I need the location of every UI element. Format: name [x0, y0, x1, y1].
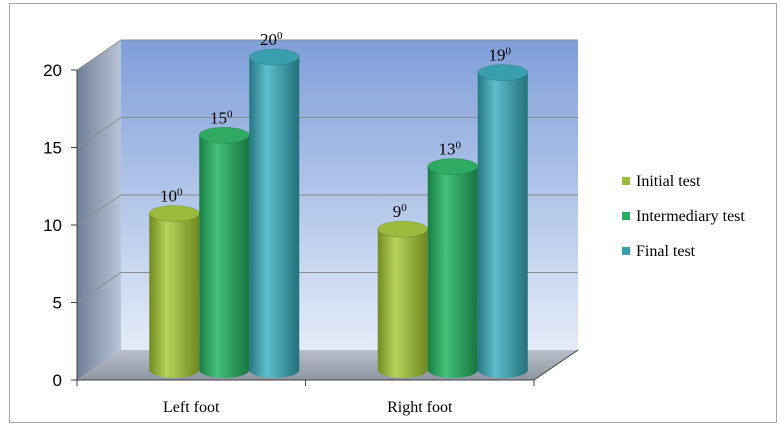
x-axis: Left foot Right foot	[76, 349, 579, 416]
y-tick-label: 15	[43, 139, 62, 158]
gridline	[76, 194, 122, 226]
y-tick-label: 0	[53, 371, 62, 390]
bar	[477, 64, 529, 379]
legend-item: Final test	[622, 243, 696, 260]
gridline	[76, 39, 122, 71]
y-tick-label: 10	[43, 216, 62, 235]
bar-body	[427, 166, 478, 378]
legend-swatch	[622, 247, 630, 255]
data-label: 200	[260, 30, 283, 49]
legend-swatch	[622, 212, 630, 220]
floor-edge	[533, 349, 579, 381]
data-label: 130	[439, 140, 462, 159]
data-label: 190	[489, 46, 512, 65]
bar-body	[249, 57, 300, 378]
bar-top	[377, 220, 429, 238]
bar	[198, 126, 250, 378]
legend-swatch	[622, 177, 630, 185]
bar	[377, 220, 429, 378]
legend-label: Initial test	[636, 173, 701, 190]
bar-top	[148, 205, 200, 222]
x-tick-label: Right foot	[387, 399, 453, 416]
bar	[148, 205, 200, 378]
bar-body	[199, 135, 250, 378]
bar-top	[198, 126, 250, 144]
bar-top	[248, 48, 300, 66]
gridline	[76, 117, 122, 148]
legend-item: Initial test	[622, 173, 701, 190]
data-label: 150	[210, 108, 233, 127]
bar-body	[477, 72, 528, 379]
legend-label: Final test	[636, 243, 696, 260]
legend: Initial test Intermediary test Final test	[622, 173, 745, 260]
gridline	[76, 272, 122, 303]
bar	[248, 48, 300, 378]
bar	[427, 158, 479, 378]
bar-body	[377, 229, 428, 378]
y-tick-label: 5	[53, 294, 62, 313]
legend-label: Intermediary test	[636, 208, 745, 225]
data-label: 90	[393, 202, 408, 221]
bar-top	[477, 64, 529, 82]
bars: 100 150 200 90 130 190	[148, 30, 529, 379]
legend-item: Intermediary test	[622, 208, 745, 225]
bar-top	[427, 158, 479, 175]
data-label: 100	[160, 187, 183, 206]
bar-body	[149, 213, 200, 378]
x-tick-label: Left foot	[163, 399, 220, 416]
y-tick-label: 20	[43, 61, 62, 80]
y-axis: 0 5 10 15 20	[43, 61, 78, 390]
